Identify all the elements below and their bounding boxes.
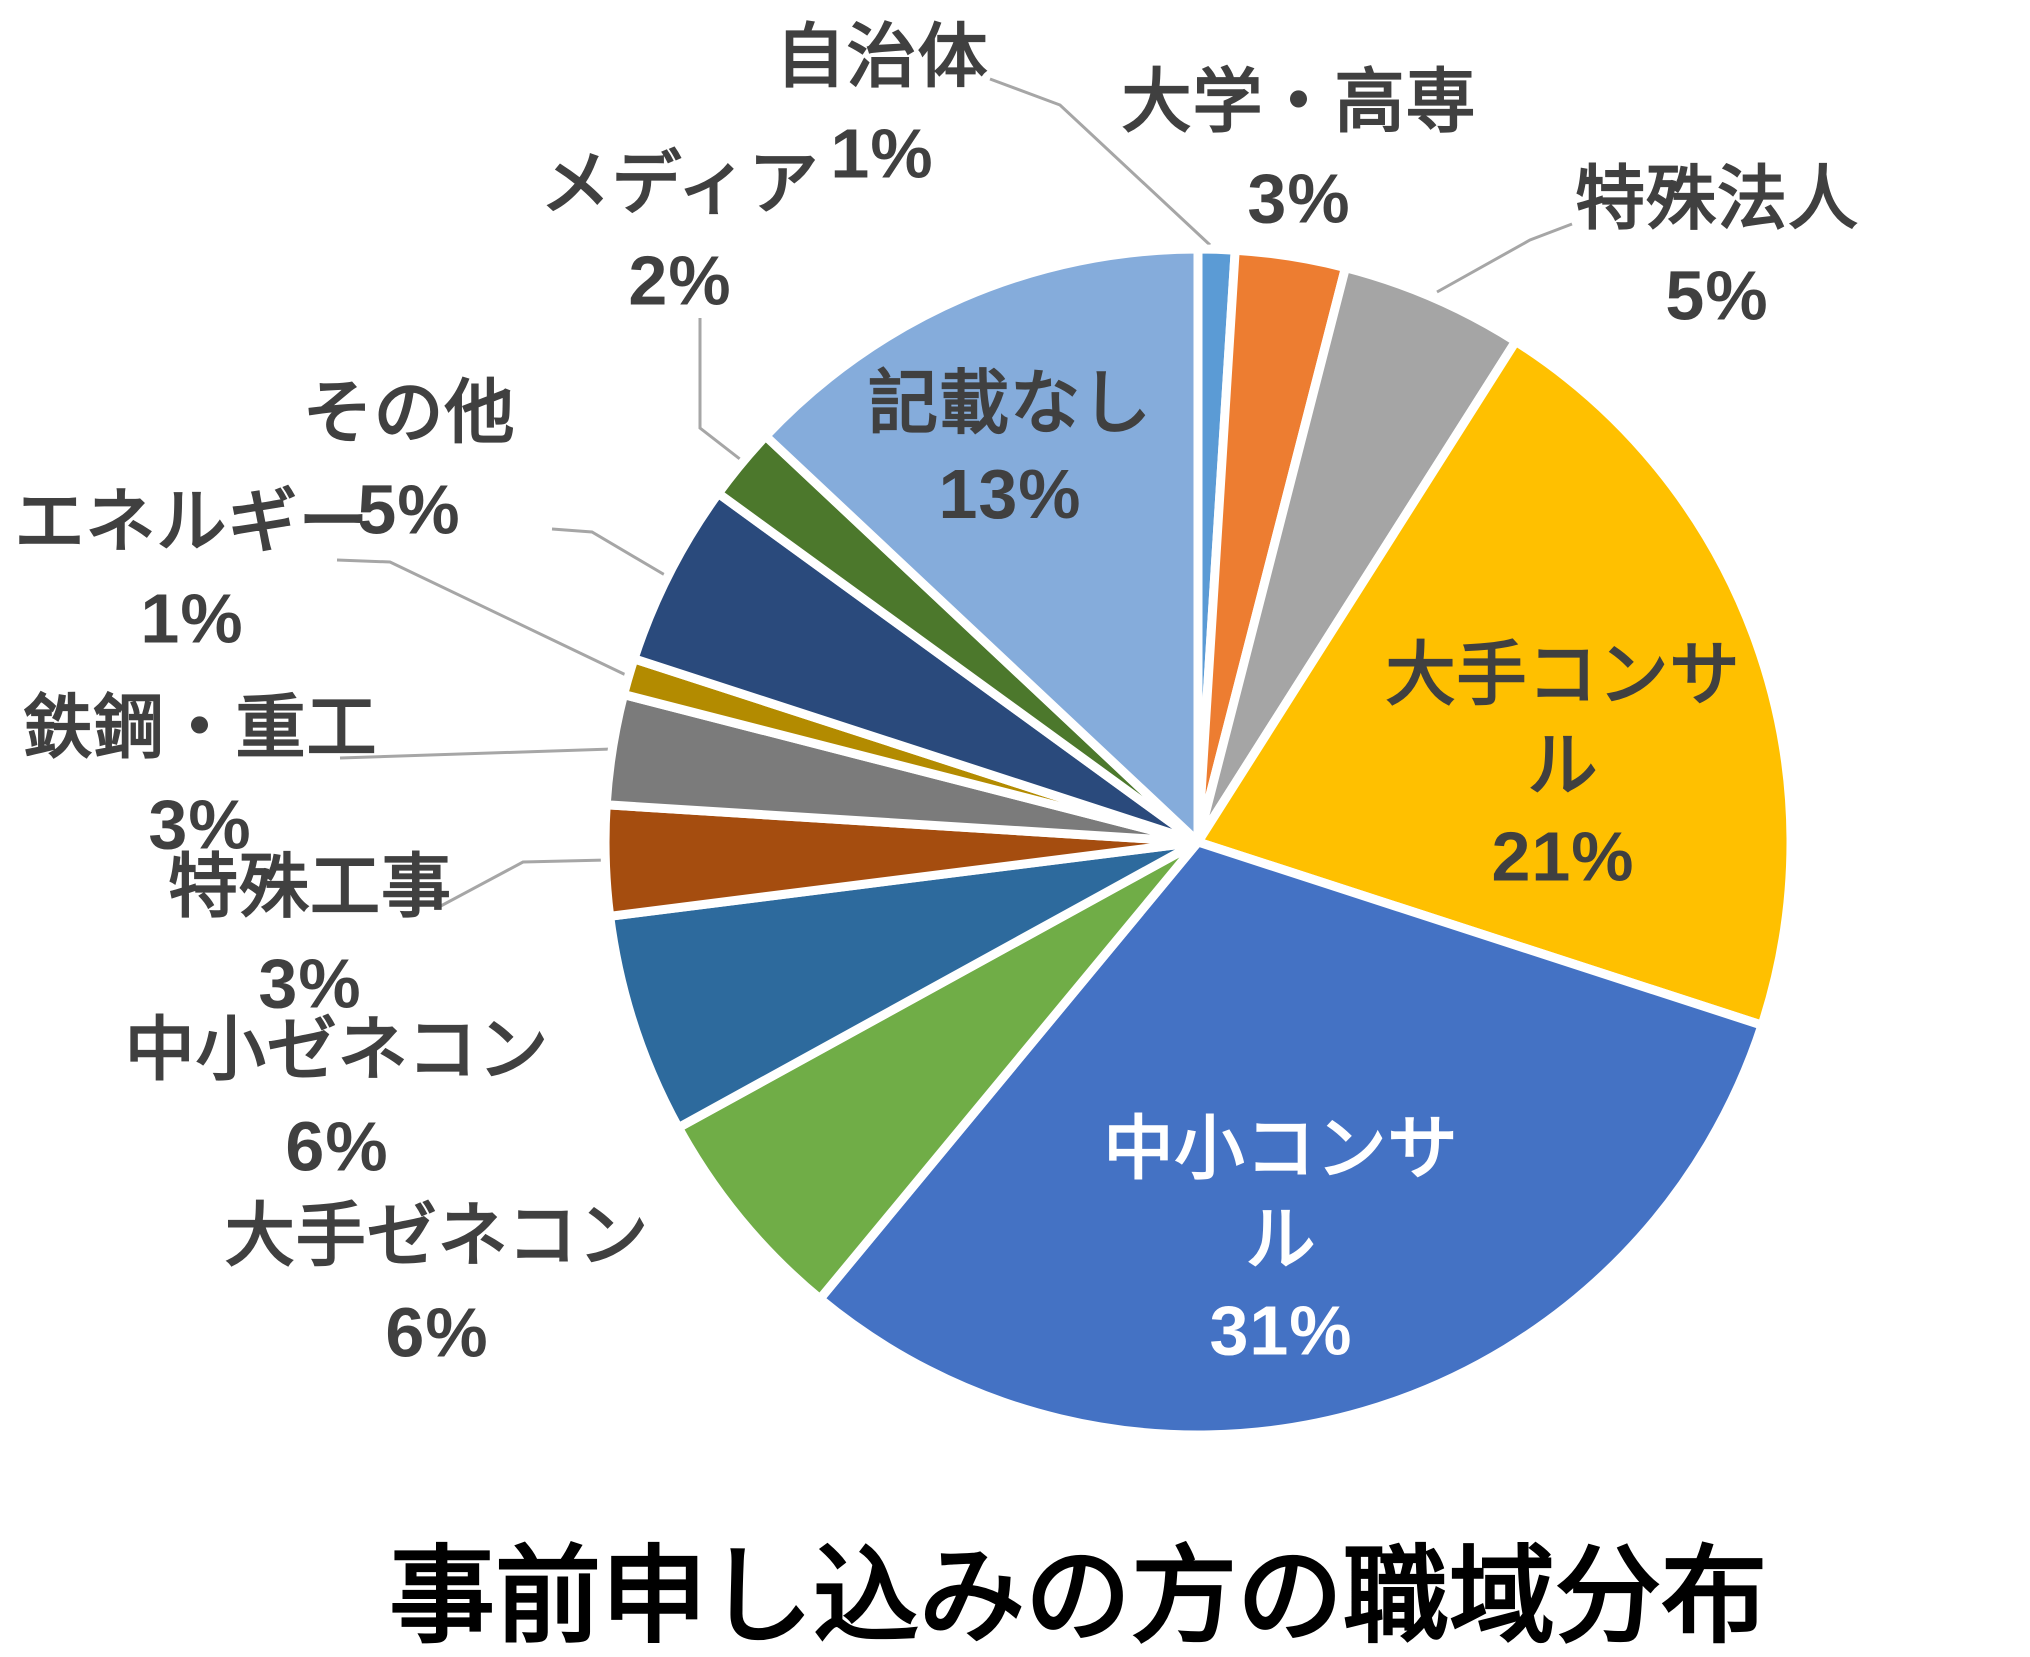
slice-label-name-media: メディア: [540, 144, 820, 223]
slice-label-name-ote-genecon: 大手ゼネコン: [224, 1196, 650, 1275]
slice-label-pct-chusho-consul: 31%: [1209, 1291, 1353, 1370]
slice-label-media: メディア 2%: [540, 135, 819, 328]
slice-label-daigaku-kosen: 大学・高専 3%: [1122, 53, 1477, 246]
slice-label-ote-consul: 大手コンサル 21%: [1378, 630, 1748, 903]
slice-label-tekko-juko: 鉄鋼・重工 3%: [23, 679, 378, 872]
leader-line-tekko-juko: [339, 747, 613, 760]
slice-label-name-sonota: その他: [302, 373, 516, 452]
pie-slice-chusho-genecon: [605, 837, 1203, 1133]
pie-slice-sonota: [629, 488, 1203, 847]
slice-label-energy: エネルギー 1%: [15, 473, 370, 666]
slice-label-pct-ote-genecon: 6%: [385, 1293, 489, 1371]
slice-label-pct-tokushu-koji: 3%: [258, 944, 362, 1022]
pie-slice-tokushu-hojin: [1193, 263, 1521, 847]
pie-slice-ote-consul: [1193, 336, 1796, 1030]
chart-title: 事前申し込みの方の職域分布: [389, 1538, 1767, 1656]
leader-line-jichitai: [989, 77, 1212, 247]
slice-label-name-chusho-genecon: 中小ゼネコン: [124, 1010, 550, 1089]
leader-lines-group: [336, 77, 1573, 910]
leader-line-media: [698, 318, 746, 465]
slice-label-name-chusho-consul: 中小コンサル: [1103, 1109, 1459, 1279]
slice-label-name-kisai-nashi: 記載なし: [868, 364, 1152, 442]
slice-label-pct-tokushu-hojin: 5%: [1665, 256, 1769, 334]
slice-label-name-tokushu-koji: 特殊工事: [168, 847, 452, 926]
slice-label-name-jichitai: 自治体: [775, 17, 989, 96]
slice-label-pct-ote-consul: 21%: [1491, 817, 1635, 896]
slice-label-pct-media: 2%: [628, 241, 732, 319]
slice-label-pct-sonota: 5%: [357, 470, 461, 548]
slice-label-name-tokushu-hojin: 特殊法人: [1575, 159, 1859, 238]
pie-slice-ote-genecon: [673, 837, 1203, 1304]
slice-label-pct-jichitai: 1%: [830, 114, 934, 192]
slice-label-name-energy: エネルギー: [14, 482, 370, 561]
leader-line-energy: [336, 558, 629, 678]
leader-line-tokushu-koji: [436, 858, 608, 910]
pie-slices-group: [600, 244, 1796, 1440]
slice-label-pct-tekko-juko: 3%: [148, 785, 252, 863]
slice-label-pct-daigaku-kosen: 3%: [1247, 159, 1351, 237]
slice-label-chusho-genecon: 中小ゼネコン 6%: [125, 1001, 550, 1194]
slice-label-name-ote-consul: 大手コンサル: [1385, 635, 1741, 805]
slice-label-name-tekko-juko: 鉄鋼・重工: [22, 688, 378, 767]
slice-label-chusho-consul: 中小コンサル 31%: [1096, 1104, 1466, 1377]
pie-slice-chusho-consul: [815, 837, 1767, 1440]
slice-label-ote-genecon: 大手ゼネコン 6%: [225, 1187, 650, 1380]
leader-line-tokushu-hojin: [1436, 222, 1573, 294]
slice-label-pct-kisai-nashi: 13%: [938, 455, 1082, 533]
slice-label-name-daigaku-kosen: 大学・高専: [1121, 62, 1477, 141]
slice-label-pct-energy: 1%: [140, 579, 244, 657]
slice-label-kisai-nashi: 記載なし 13%: [825, 358, 1195, 540]
leader-line-sonota: [551, 527, 671, 580]
slice-label-jichitai: 自治体 1%: [776, 8, 989, 201]
slice-label-pct-chusho-genecon: 6%: [285, 1107, 389, 1185]
slice-label-tokushu-koji: 特殊工事 3%: [168, 838, 452, 1031]
slice-label-sonota: その他 5%: [303, 364, 516, 557]
pie-slice-kisai-nashi: [761, 244, 1203, 847]
slice-label-tokushu-hojin: 特殊法人 5%: [1575, 150, 1859, 343]
